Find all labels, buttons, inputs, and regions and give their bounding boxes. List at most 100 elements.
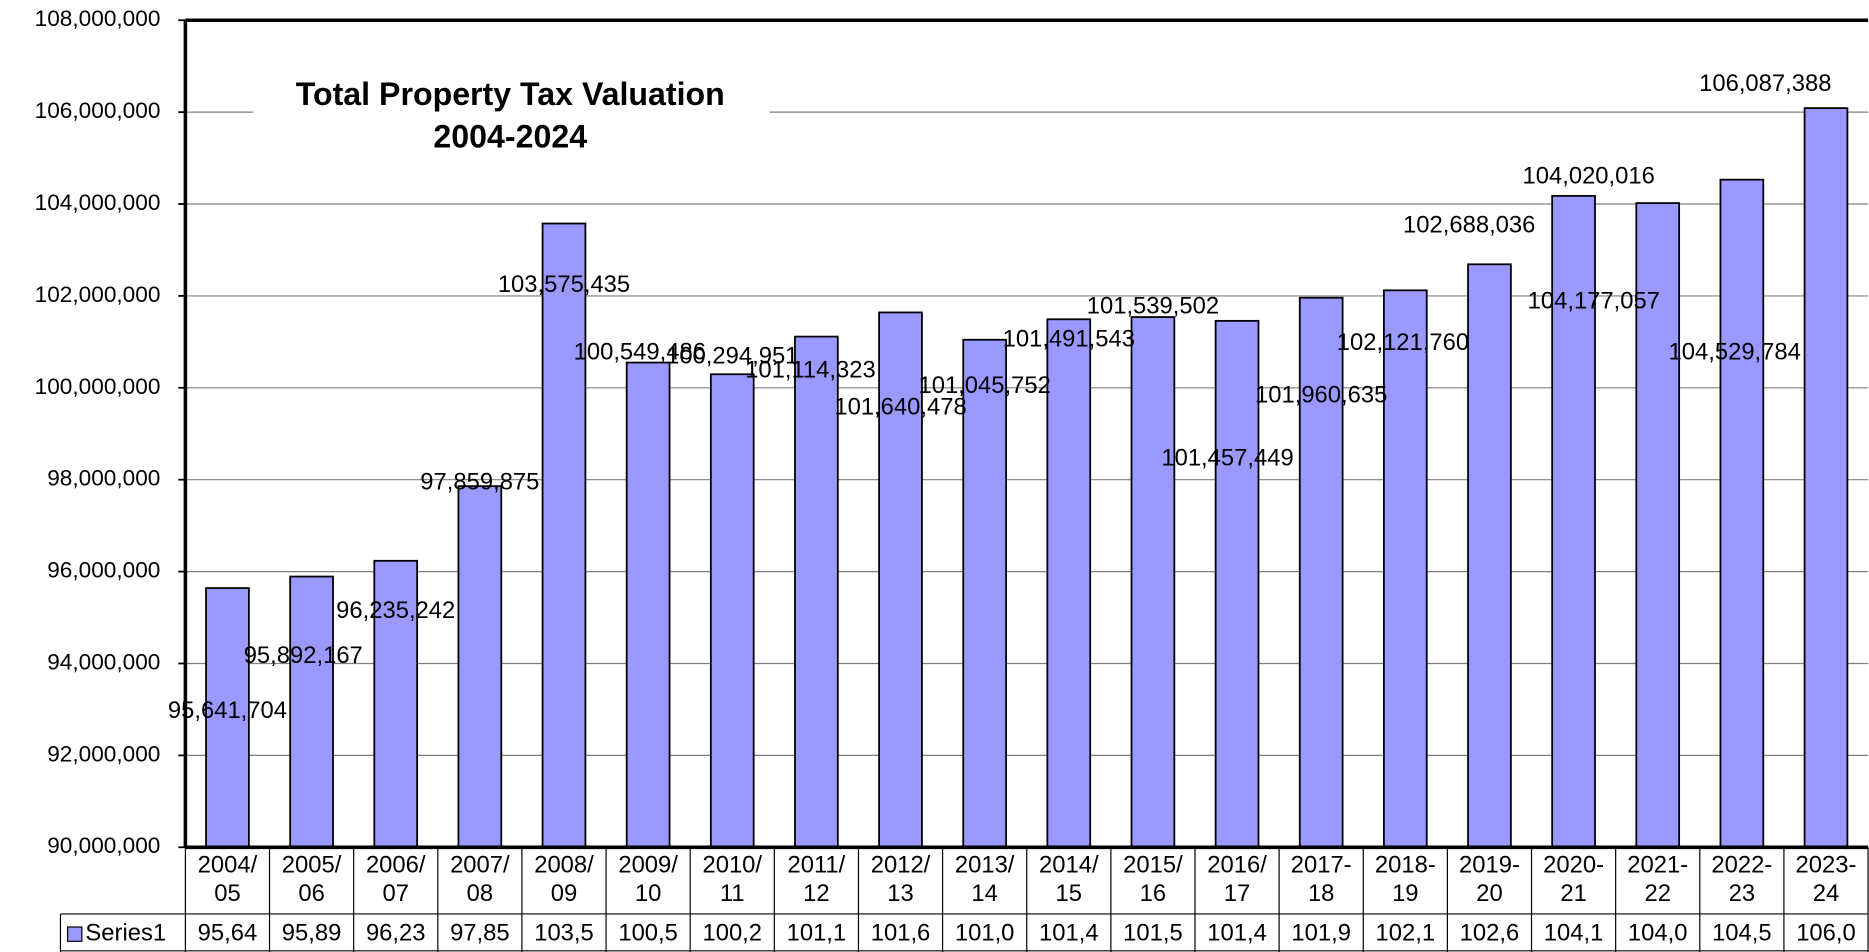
bar <box>962 338 1007 849</box>
bar <box>1383 289 1428 849</box>
bar <box>1719 178 1765 849</box>
x-tick-label-line: 19 <box>1392 880 1418 907</box>
bar <box>373 559 419 849</box>
data-label: 101,640,478 <box>834 393 966 420</box>
data-label: 104,020,016 <box>1523 163 1655 190</box>
x-tick-label-line: 07 <box>382 880 408 907</box>
x-tick-label-line: 2007/ <box>450 852 510 879</box>
table-cell: 95,89 <box>282 919 342 946</box>
x-tick-label-line: 22 <box>1644 880 1670 907</box>
bar <box>457 485 503 849</box>
data-label: 97,859,875 <box>420 468 539 495</box>
table-cell: 101,6 <box>871 919 931 946</box>
x-tick-label: 2007/08 <box>450 852 510 908</box>
x-tick-label-line: 18 <box>1308 880 1334 907</box>
data-label: 101,045,752 <box>918 372 1050 399</box>
table-cell: 104,5 <box>1712 919 1772 946</box>
table-cell: 101,1 <box>787 919 847 946</box>
title-background <box>253 73 770 162</box>
x-tick-label-line: 13 <box>887 880 913 907</box>
data-label: 106,087,388 <box>1699 70 1831 97</box>
x-tick-label: 2022-23 <box>1711 852 1772 908</box>
x-tick-label: 2005/06 <box>282 852 342 908</box>
bar <box>1130 316 1176 849</box>
x-tick-label-line: 21 <box>1560 880 1586 907</box>
data-label: 102,121,760 <box>1337 329 1469 356</box>
x-tick-label: 2011/12 <box>787 852 845 908</box>
x-tick-label: 2008/09 <box>534 852 594 908</box>
x-tick-label: 2019-20 <box>1459 852 1520 908</box>
y-tick-label: 96,000,000 <box>47 558 160 583</box>
table-cell: 101,4 <box>1207 919 1267 946</box>
x-tick-label-line: 17 <box>1224 880 1250 907</box>
x-tick-label: 2018-19 <box>1375 852 1436 908</box>
data-label: 103,575,435 <box>498 271 630 298</box>
data-label: 101,114,323 <box>745 357 876 384</box>
x-tick-label-line: 2023- <box>1796 852 1857 879</box>
x-tick-label-line: 24 <box>1813 880 1839 907</box>
x-tick-label-line: 2016/ <box>1207 852 1267 879</box>
x-tick-label-line: 2020- <box>1543 852 1604 879</box>
y-tick-label: 106,000,000 <box>35 98 161 123</box>
y-tick-label: 104,000,000 <box>35 190 161 215</box>
x-tick-label-line: 05 <box>214 880 240 907</box>
x-tick-label-line: 2019- <box>1459 852 1520 879</box>
data-label: 104,529,784 <box>1669 339 1801 366</box>
bar <box>709 373 755 849</box>
bar <box>878 311 923 849</box>
x-tick-label-line: 20 <box>1476 880 1502 907</box>
data-label: 101,539,502 <box>1087 292 1219 319</box>
table-cell: 101,0 <box>955 919 1015 946</box>
x-tick-label: 2016/17 <box>1207 852 1267 908</box>
data-label: 101,457,449 <box>1161 445 1293 472</box>
table-cell: 104,1 <box>1544 919 1604 946</box>
x-tick-label: 2006/07 <box>366 852 426 908</box>
data-label: 104,177,057 <box>1528 288 1660 315</box>
x-tick-label: 2023-24 <box>1796 852 1857 908</box>
x-tick-label: 2017-18 <box>1291 852 1352 908</box>
x-tick-label-line: 12 <box>803 880 829 907</box>
table-cell: 104,0 <box>1628 919 1688 946</box>
table-cell: 102,6 <box>1460 919 1520 946</box>
bar <box>205 587 250 849</box>
x-tick-label-line: 2005/ <box>282 852 342 879</box>
x-tick-label-line: 2006/ <box>366 852 426 879</box>
bar <box>625 361 671 849</box>
table-cell: 95,64 <box>198 919 258 946</box>
data-label: 100,549,486 <box>574 339 706 366</box>
data-label: 102,688,036 <box>1403 211 1535 238</box>
x-tick-label-line: 09 <box>551 880 577 907</box>
x-tick-label-line: 15 <box>1056 880 1082 907</box>
bar <box>289 575 334 849</box>
chart-title: Total Property Tax Valuation <box>296 76 725 112</box>
x-tick-label-line: 2004/ <box>198 852 258 879</box>
bar <box>541 222 587 849</box>
data-label: 100,294,951 <box>666 342 798 369</box>
data-label: 95,892,167 <box>244 642 363 669</box>
bar <box>1298 296 1344 849</box>
bar <box>1046 318 1092 849</box>
table-cell: 96,23 <box>366 919 426 946</box>
x-tick-label-line: 2008/ <box>534 852 594 879</box>
data-label: 101,491,543 <box>1003 326 1135 353</box>
x-tick-label-line: 2010/ <box>702 852 762 879</box>
y-tick-label: 90,000,000 <box>47 833 160 858</box>
bar <box>794 335 839 849</box>
x-tick-label: 2021-22 <box>1627 852 1688 908</box>
x-tick-label: 2009/10 <box>618 852 678 908</box>
x-tick-label-line: 2011/ <box>787 852 845 879</box>
x-tick-label: 2012/13 <box>871 852 931 908</box>
data-label: 101,960,635 <box>1255 382 1387 409</box>
x-tick-label-line: 2015/ <box>1123 852 1183 879</box>
x-tick-label-line: 2017- <box>1291 852 1352 879</box>
data-label: 96,235,242 <box>336 597 455 624</box>
x-tick-label-line: 2022- <box>1711 852 1772 879</box>
y-tick-label: 100,000,000 <box>35 374 161 399</box>
table-cell: 100,5 <box>618 919 678 946</box>
x-tick-label-line: 2013/ <box>955 852 1015 879</box>
table-cell: 102,1 <box>1376 919 1436 946</box>
y-tick-label: 94,000,000 <box>47 649 160 674</box>
table-cell: 103,5 <box>534 919 594 946</box>
legend-swatch <box>66 926 83 942</box>
x-tick-label-line: 06 <box>298 880 324 907</box>
